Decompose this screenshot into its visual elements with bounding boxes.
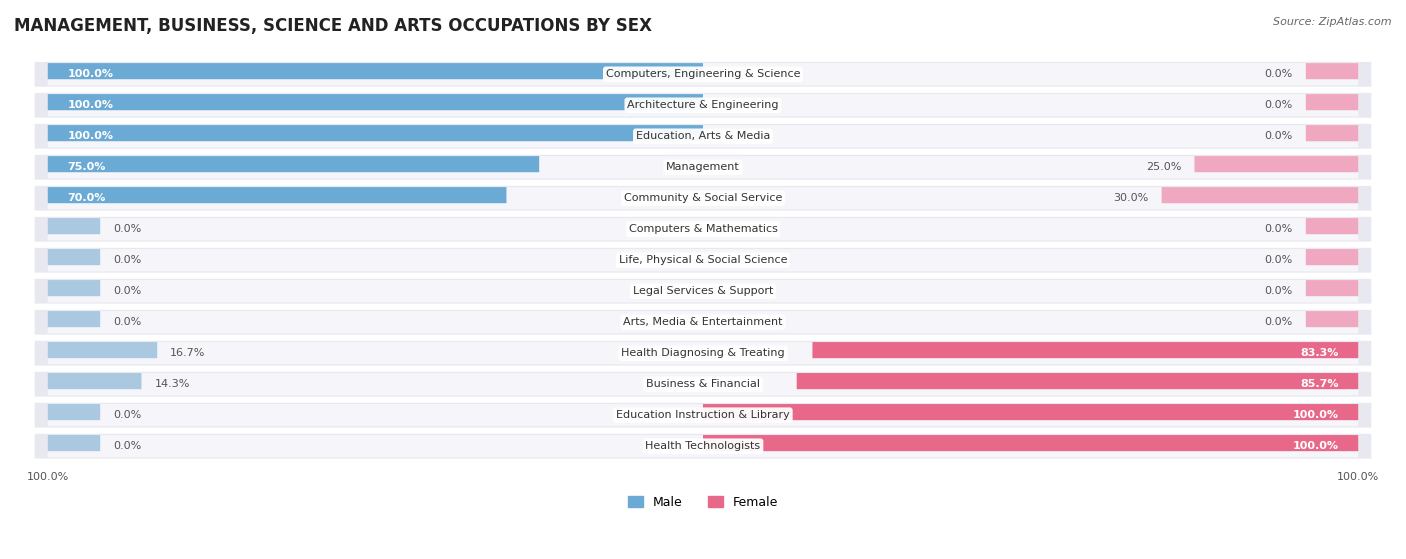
FancyBboxPatch shape xyxy=(1195,156,1358,172)
Text: 0.0%: 0.0% xyxy=(1264,100,1292,110)
FancyBboxPatch shape xyxy=(48,218,100,234)
Text: 0.0%: 0.0% xyxy=(1264,317,1292,327)
FancyBboxPatch shape xyxy=(48,342,1358,364)
Text: Source: ZipAtlas.com: Source: ZipAtlas.com xyxy=(1274,17,1392,27)
Text: 0.0%: 0.0% xyxy=(114,441,142,451)
FancyBboxPatch shape xyxy=(48,311,1358,333)
Legend: Male, Female: Male, Female xyxy=(623,491,783,514)
FancyBboxPatch shape xyxy=(48,435,100,451)
Text: 0.0%: 0.0% xyxy=(114,255,142,265)
FancyBboxPatch shape xyxy=(1306,311,1358,327)
FancyBboxPatch shape xyxy=(48,404,100,420)
Text: 0.0%: 0.0% xyxy=(114,224,142,234)
FancyBboxPatch shape xyxy=(35,62,1371,87)
FancyBboxPatch shape xyxy=(1306,125,1358,141)
Text: 25.0%: 25.0% xyxy=(1146,162,1181,172)
Text: 100.0%: 100.0% xyxy=(1292,441,1339,451)
FancyBboxPatch shape xyxy=(48,404,1358,427)
Text: Arts, Media & Entertainment: Arts, Media & Entertainment xyxy=(623,317,783,327)
Text: 0.0%: 0.0% xyxy=(114,286,142,296)
Text: 0.0%: 0.0% xyxy=(1264,224,1292,234)
Text: 100.0%: 100.0% xyxy=(1292,410,1339,420)
FancyBboxPatch shape xyxy=(703,435,1358,451)
Text: Business & Financial: Business & Financial xyxy=(645,379,761,389)
FancyBboxPatch shape xyxy=(35,155,1371,179)
FancyBboxPatch shape xyxy=(48,280,1358,302)
FancyBboxPatch shape xyxy=(35,217,1371,241)
Text: 75.0%: 75.0% xyxy=(67,162,105,172)
FancyBboxPatch shape xyxy=(35,372,1371,396)
Text: Education, Arts & Media: Education, Arts & Media xyxy=(636,131,770,141)
Text: Health Technologists: Health Technologists xyxy=(645,441,761,451)
FancyBboxPatch shape xyxy=(48,156,1358,178)
FancyBboxPatch shape xyxy=(48,280,100,296)
FancyBboxPatch shape xyxy=(35,341,1371,366)
FancyBboxPatch shape xyxy=(1306,280,1358,296)
Text: 0.0%: 0.0% xyxy=(114,317,142,327)
Text: Computers, Engineering & Science: Computers, Engineering & Science xyxy=(606,69,800,79)
FancyBboxPatch shape xyxy=(35,434,1371,458)
FancyBboxPatch shape xyxy=(48,373,1358,395)
FancyBboxPatch shape xyxy=(48,94,1358,116)
FancyBboxPatch shape xyxy=(48,435,1358,457)
Text: 0.0%: 0.0% xyxy=(114,410,142,420)
FancyBboxPatch shape xyxy=(48,156,538,172)
FancyBboxPatch shape xyxy=(48,187,1358,210)
FancyBboxPatch shape xyxy=(813,342,1358,358)
FancyBboxPatch shape xyxy=(35,93,1371,117)
Text: MANAGEMENT, BUSINESS, SCIENCE AND ARTS OCCUPATIONS BY SEX: MANAGEMENT, BUSINESS, SCIENCE AND ARTS O… xyxy=(14,17,652,35)
FancyBboxPatch shape xyxy=(35,403,1371,428)
FancyBboxPatch shape xyxy=(35,124,1371,149)
Text: Life, Physical & Social Science: Life, Physical & Social Science xyxy=(619,255,787,265)
FancyBboxPatch shape xyxy=(48,125,1358,148)
Text: Architecture & Engineering: Architecture & Engineering xyxy=(627,100,779,110)
FancyBboxPatch shape xyxy=(797,373,1358,389)
Text: 0.0%: 0.0% xyxy=(1264,255,1292,265)
Text: Legal Services & Support: Legal Services & Support xyxy=(633,286,773,296)
FancyBboxPatch shape xyxy=(1161,187,1358,203)
FancyBboxPatch shape xyxy=(1306,218,1358,234)
FancyBboxPatch shape xyxy=(703,404,1358,420)
Text: 14.3%: 14.3% xyxy=(155,379,190,389)
FancyBboxPatch shape xyxy=(48,63,703,79)
FancyBboxPatch shape xyxy=(1306,63,1358,79)
FancyBboxPatch shape xyxy=(35,248,1371,273)
FancyBboxPatch shape xyxy=(1306,249,1358,265)
FancyBboxPatch shape xyxy=(48,63,1358,86)
FancyBboxPatch shape xyxy=(48,373,142,389)
Text: Computers & Mathematics: Computers & Mathematics xyxy=(628,224,778,234)
Text: 85.7%: 85.7% xyxy=(1301,379,1339,389)
Text: 100.0%: 100.0% xyxy=(67,131,114,141)
Text: 0.0%: 0.0% xyxy=(1264,286,1292,296)
FancyBboxPatch shape xyxy=(35,186,1371,211)
FancyBboxPatch shape xyxy=(48,218,1358,240)
FancyBboxPatch shape xyxy=(48,125,703,141)
Text: Health Diagnosing & Treating: Health Diagnosing & Treating xyxy=(621,348,785,358)
Text: Community & Social Service: Community & Social Service xyxy=(624,193,782,203)
Text: 100.0%: 100.0% xyxy=(67,69,114,79)
FancyBboxPatch shape xyxy=(48,249,1358,272)
FancyBboxPatch shape xyxy=(35,310,1371,335)
FancyBboxPatch shape xyxy=(48,94,703,110)
Text: 0.0%: 0.0% xyxy=(1264,131,1292,141)
FancyBboxPatch shape xyxy=(1306,94,1358,110)
FancyBboxPatch shape xyxy=(48,249,100,265)
FancyBboxPatch shape xyxy=(48,187,506,203)
FancyBboxPatch shape xyxy=(48,342,157,358)
Text: Education Instruction & Library: Education Instruction & Library xyxy=(616,410,790,420)
Text: 30.0%: 30.0% xyxy=(1114,193,1149,203)
Text: 70.0%: 70.0% xyxy=(67,193,105,203)
Text: 100.0%: 100.0% xyxy=(67,100,114,110)
FancyBboxPatch shape xyxy=(35,279,1371,304)
Text: Management: Management xyxy=(666,162,740,172)
Text: 16.7%: 16.7% xyxy=(170,348,205,358)
FancyBboxPatch shape xyxy=(48,311,100,327)
Text: 83.3%: 83.3% xyxy=(1301,348,1339,358)
Text: 0.0%: 0.0% xyxy=(1264,69,1292,79)
